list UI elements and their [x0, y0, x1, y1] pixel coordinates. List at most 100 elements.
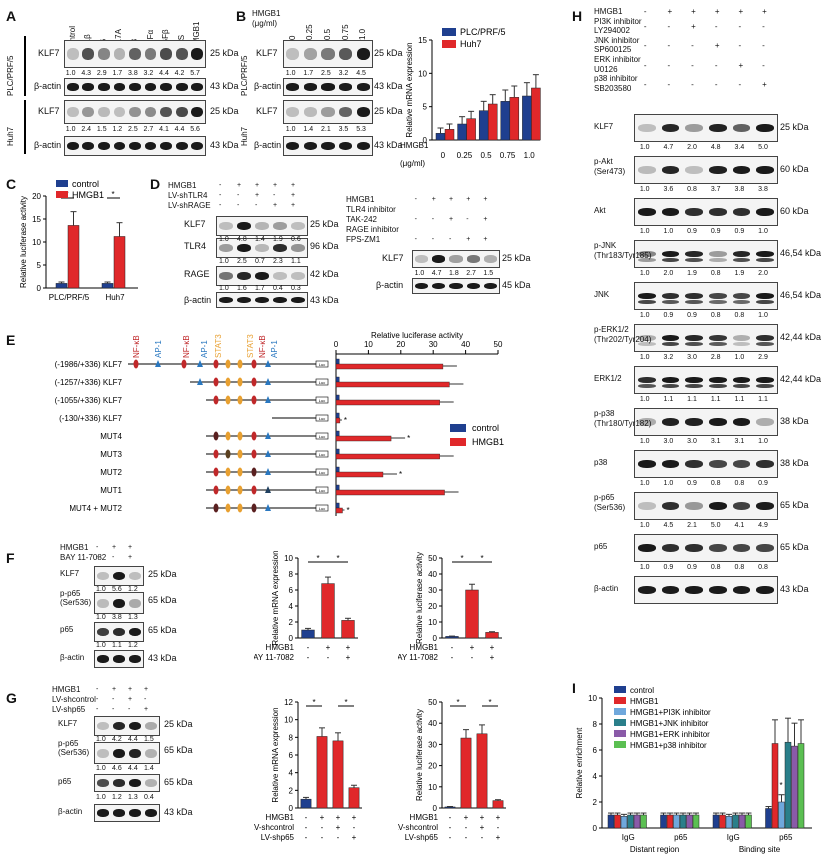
luc-box: [315, 468, 329, 476]
blot-band: [321, 141, 335, 151]
bar: [633, 814, 641, 829]
densitometry-value: 1.5: [96, 126, 107, 133]
blot-band: [661, 342, 680, 347]
blot-band: [321, 83, 335, 91]
blot-band: [175, 107, 188, 117]
x-axis-title: (μg/ml): [400, 159, 425, 168]
protein-label: β-actin: [60, 653, 85, 662]
blot-band: [756, 166, 775, 174]
legend-swatch: [614, 686, 626, 693]
y-tick-label: 10: [588, 694, 597, 703]
blot-band: [661, 502, 680, 510]
densitometry-value: 4.1: [159, 126, 169, 133]
bar: [712, 814, 720, 829]
binding-site-marker: [225, 503, 231, 513]
cell-line-label: Huh7: [240, 126, 249, 146]
blot-band: [449, 282, 463, 290]
blot-band: [96, 748, 110, 758]
binding-site-marker: [237, 359, 243, 369]
densitometry-value: 1.5: [144, 736, 154, 743]
blot-h-10: [634, 534, 778, 562]
bar: [67, 225, 80, 289]
densitometry-value: 3.8: [758, 186, 768, 193]
blot-band: [144, 809, 158, 817]
y-tick-label: 20: [428, 762, 437, 771]
protein-label: KLF7: [58, 719, 78, 728]
blot-band: [708, 208, 727, 216]
binding-site-marker: [237, 467, 243, 477]
treatment-sign: -: [471, 653, 474, 662]
y-tick-label: 10: [284, 716, 293, 725]
densitometry-value: 3.4: [734, 144, 745, 151]
densitometry-value: 1.2: [128, 586, 138, 593]
blot-band: [112, 598, 126, 608]
blot-band: [685, 258, 704, 263]
blot-band: [191, 107, 204, 117]
luc-label: Luc: [319, 506, 325, 511]
treatment-row-label: LV-shp65: [52, 705, 86, 714]
y-tick-label: 40: [428, 570, 437, 579]
y-tick-label: 10: [418, 69, 427, 78]
densitometry-value: 3.5: [338, 126, 349, 133]
x-axis-title: Relative luciferase activity: [371, 331, 463, 340]
blot-band: [129, 83, 141, 91]
construct-label: (-1055/+336) KLF7: [55, 396, 123, 405]
blot-band: [96, 655, 110, 663]
treatment-sign: -: [305, 813, 308, 822]
bar: [778, 801, 785, 829]
kda-label: 65 kDa: [164, 745, 193, 755]
blot-band: [273, 243, 287, 253]
kda-label: 25 kDa: [148, 569, 177, 579]
densitometry-value: 2.0: [663, 270, 674, 277]
bar: [771, 743, 779, 829]
blot-band: [338, 141, 353, 151]
protein-label: p-JNK: [594, 241, 617, 250]
treatment-sign: +: [738, 60, 744, 70]
blot-g-2: [94, 774, 160, 792]
densitometry-value: 1.9: [687, 270, 697, 277]
blot-b-huh7-actin: [283, 136, 373, 156]
protein-label: p65: [58, 777, 72, 786]
significance-star: *: [316, 554, 319, 563]
blot-h-2: [634, 198, 778, 226]
blot-g-3: [94, 804, 160, 822]
blot-band: [708, 293, 727, 299]
blot-band: [756, 342, 775, 347]
blot-band: [637, 208, 656, 216]
blot-band: [160, 141, 172, 151]
legend-label: control: [72, 179, 99, 189]
bar: [460, 737, 472, 809]
binding-site-marker: [213, 359, 219, 369]
densitometry-value: 5.0: [710, 522, 721, 529]
protein-label: β-actin: [594, 584, 619, 593]
legend-label: HMGB1+JNK inhibitor: [630, 719, 709, 728]
densitometry-value: 5.6: [190, 126, 200, 133]
treatment-sign: +: [762, 79, 767, 89]
densitometry-value: 4.1: [734, 522, 745, 529]
legend-swatch: [614, 741, 626, 748]
blot-band: [708, 251, 727, 257]
blot-band: [756, 418, 775, 426]
densitometry-value: 0.4: [144, 794, 154, 801]
blot-g-0: [94, 716, 160, 736]
densitometry-value: 1.1: [663, 396, 674, 403]
blot-band: [685, 300, 704, 305]
blot-band: [661, 586, 680, 594]
densitometry-value: 4.9: [758, 522, 768, 529]
blot-band: [661, 124, 680, 132]
treatment-sign: -: [449, 813, 452, 822]
kda-label: 38 kDa: [780, 458, 809, 468]
bar: [607, 814, 615, 829]
binding-site-marker: [181, 359, 187, 369]
treatment-sign: -: [762, 22, 765, 32]
bar: [485, 632, 499, 639]
y-tick-label: 10: [32, 238, 41, 247]
blot-h-6: [634, 366, 778, 394]
blot-band: [96, 721, 110, 731]
densitometry-value: 1.0: [639, 144, 650, 151]
blot-band: [82, 83, 95, 91]
treatment-sign: -: [96, 696, 99, 703]
binding-site-marker: [237, 377, 243, 387]
densitometry-value: 1.0: [639, 396, 650, 403]
luc-label: Luc: [319, 488, 325, 493]
